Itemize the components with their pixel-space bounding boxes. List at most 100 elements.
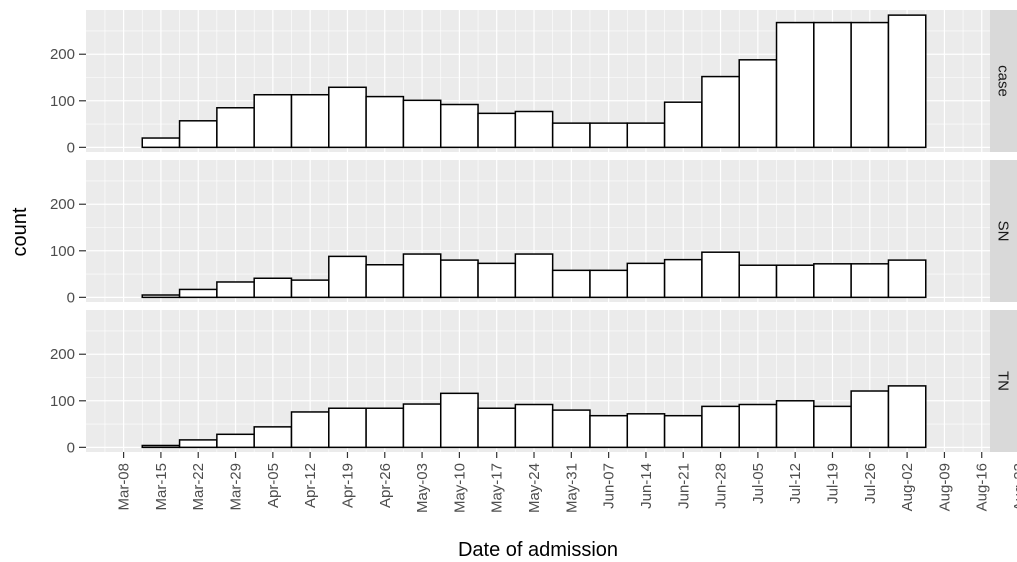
bar: Jun-28: 152 bbox=[701, 75, 740, 149]
bar: Jul-19: 268 bbox=[813, 21, 852, 149]
y-tick-label: 200 bbox=[50, 346, 75, 363]
bar: Jul-05: 188 bbox=[738, 59, 778, 149]
bar: Apr-12: 113 bbox=[290, 93, 330, 149]
bar: Apr-26: 70 bbox=[365, 264, 405, 299]
x-tick-label: Jun-07 bbox=[601, 463, 618, 509]
bar: Apr-26: 84 bbox=[365, 407, 405, 449]
bar: Apr-19: 84 bbox=[328, 407, 367, 449]
panel-TN: Mar-15: 4Mar-22: 16Mar-29: 28Apr-05: 44A… bbox=[50, 310, 1017, 456]
y-tick-label: 0 bbox=[67, 139, 75, 156]
x-tick-label: Jul-12 bbox=[787, 463, 804, 504]
bar: Aug-02: 132 bbox=[887, 385, 927, 449]
bar: May-31: 58 bbox=[551, 269, 591, 299]
x-tick-label: Apr-12 bbox=[302, 463, 319, 508]
y-tick-label: 0 bbox=[67, 439, 75, 456]
bar: May-24: 77 bbox=[514, 110, 554, 149]
bar: Jun-14: 72 bbox=[626, 413, 666, 449]
panel-case: Mar-15: 20Mar-22: 57Mar-29: 85Apr-05: 11… bbox=[50, 10, 1017, 156]
bar: May-10: 116 bbox=[439, 392, 479, 449]
x-tick-label: Aug-02 bbox=[899, 463, 916, 511]
bar: May-24: 93 bbox=[514, 253, 554, 299]
bar: Mar-29: 85 bbox=[216, 107, 255, 149]
bar: Aug-02: 80 bbox=[887, 259, 927, 299]
x-tick-label: Mar-22 bbox=[190, 463, 207, 511]
bar: Jun-21: 97 bbox=[663, 101, 703, 149]
bar: May-10: 92 bbox=[439, 103, 479, 149]
bar: May-31: 80 bbox=[551, 409, 591, 449]
bar: May-03: 93 bbox=[402, 253, 442, 299]
x-tick-label: Mar-29 bbox=[228, 463, 245, 511]
y-tick-label: 100 bbox=[50, 393, 75, 410]
x-tick-label: Jun-14 bbox=[638, 463, 655, 509]
facet-strip bbox=[990, 160, 1017, 302]
bar: Mar-15: 20 bbox=[141, 137, 181, 149]
bar: Apr-12: 37 bbox=[290, 279, 330, 299]
bar: Jun-07: 58 bbox=[589, 269, 629, 299]
x-tick-label: Apr-26 bbox=[377, 463, 394, 508]
y-tick-label: 200 bbox=[50, 196, 75, 213]
bar: Aug-02: 284 bbox=[887, 14, 927, 149]
bar: Jul-05: 69 bbox=[738, 264, 778, 299]
bar: May-10: 80 bbox=[439, 259, 479, 299]
bar: Mar-22: 16 bbox=[178, 439, 218, 449]
facet-strip-label: TN bbox=[995, 371, 1012, 391]
bar: Jul-05: 92 bbox=[738, 403, 778, 449]
bar: Jun-07: 68 bbox=[589, 414, 629, 449]
x-axis: Mar-08 Mar-15 Mar-22 Mar-29 Apr-05 Apr-12 Apr-… bbox=[116, 452, 1017, 513]
bar: May-17: 84 bbox=[477, 407, 517, 449]
x-tick-label: Apr-05 bbox=[265, 463, 282, 508]
bar: Jun-14: 52 bbox=[626, 122, 666, 149]
bar: Jul-12: 268 bbox=[775, 21, 815, 149]
bar: Jun-21: 68 bbox=[663, 414, 703, 449]
x-tick-label: Aug-16 bbox=[974, 463, 991, 511]
bar: May-03: 101 bbox=[402, 99, 442, 149]
bar: Jul-12: 100 bbox=[775, 400, 815, 449]
bar: Apr-26: 109 bbox=[365, 95, 405, 149]
x-tick-label: Apr-19 bbox=[339, 463, 356, 508]
x-tick-label: Aug-09 bbox=[936, 463, 953, 511]
bar: Mar-15: 5 bbox=[141, 294, 181, 299]
facet-strip bbox=[990, 10, 1017, 152]
bar: Jul-26: 72 bbox=[850, 263, 890, 299]
x-tick-label: Aug-23 bbox=[1011, 463, 1017, 511]
bar: Jul-12: 69 bbox=[775, 264, 815, 299]
x-tick-label: May-24 bbox=[526, 463, 543, 513]
x-tick-label: May-31 bbox=[563, 463, 580, 513]
y-tick-label: 100 bbox=[50, 243, 75, 260]
x-tick-label: May-03 bbox=[414, 463, 431, 513]
y-axis-title: count bbox=[9, 207, 31, 256]
bar: Mar-22: 17 bbox=[178, 288, 218, 299]
bar: Mar-22: 57 bbox=[178, 120, 218, 149]
bar: Apr-19: 129 bbox=[328, 86, 367, 149]
x-tick-label: Mar-15 bbox=[153, 463, 170, 511]
x-axis-title: Date of admission bbox=[458, 539, 618, 561]
bar: Jul-19: 72 bbox=[813, 263, 852, 299]
bar: Jun-28: 88 bbox=[701, 405, 740, 449]
x-tick-label: Jul-05 bbox=[750, 463, 767, 504]
bar: Apr-19: 88 bbox=[328, 255, 367, 299]
facet-strip-label: case bbox=[995, 65, 1012, 97]
bar: Jul-19: 88 bbox=[813, 405, 852, 449]
y-tick-label: 200 bbox=[50, 46, 75, 63]
bar: Mar-29: 33 bbox=[216, 281, 255, 299]
bar: Apr-05: 41 bbox=[253, 277, 293, 299]
bar: Jun-14: 73 bbox=[626, 262, 666, 299]
bar: Jun-21: 81 bbox=[663, 258, 703, 299]
bar: Mar-15: 4 bbox=[141, 444, 181, 449]
bar: Apr-05: 113 bbox=[253, 93, 293, 149]
y-tick-label: 0 bbox=[67, 289, 75, 306]
bar: Jun-07: 52 bbox=[589, 122, 629, 149]
facet-strip bbox=[990, 310, 1017, 452]
bar: Jun-28: 97 bbox=[701, 251, 740, 299]
x-tick-label: Jun-21 bbox=[675, 463, 692, 509]
bar: May-31: 52 bbox=[551, 122, 591, 149]
x-tick-label: Mar-08 bbox=[116, 463, 133, 511]
bar: Apr-12: 76 bbox=[290, 411, 330, 449]
x-tick-label: May-17 bbox=[489, 463, 506, 513]
bar: Mar-29: 28 bbox=[216, 433, 255, 449]
bar: May-03: 93 bbox=[402, 403, 442, 449]
panels-layer: Mar-15: 20Mar-22: 57Mar-29: 85Apr-05: 11… bbox=[50, 10, 1017, 456]
x-tick-label: Jul-26 bbox=[862, 463, 879, 504]
